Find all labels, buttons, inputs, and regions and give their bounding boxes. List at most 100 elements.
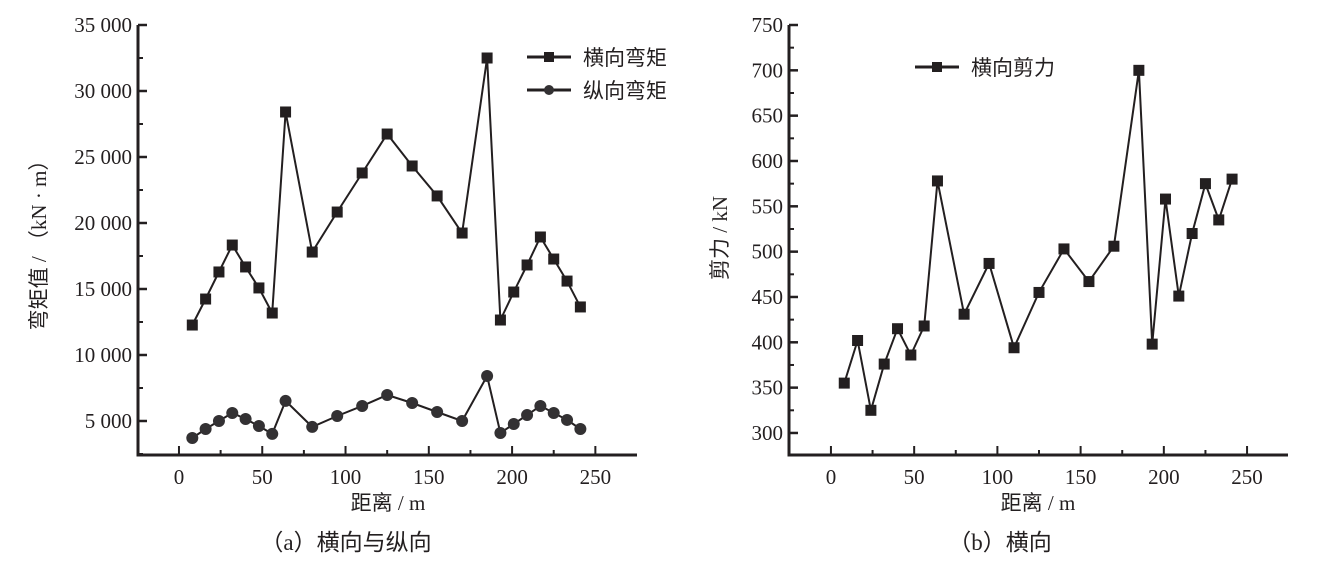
data-point-square — [521, 259, 533, 271]
y-tick-label: 300 — [752, 421, 784, 445]
data-point-square — [838, 377, 850, 389]
y-tick-label: 35 000 — [74, 13, 132, 37]
x-tick-label: 50 — [252, 465, 273, 489]
data-point-circle — [266, 427, 279, 440]
data-point-circle — [331, 409, 344, 422]
data-point-circle — [356, 399, 369, 412]
data-point-square — [958, 308, 970, 320]
data-point-square — [1033, 286, 1045, 298]
data-point-square — [431, 190, 443, 202]
data-point-circle — [456, 414, 469, 427]
data-point-circle — [494, 427, 507, 440]
data-point-square — [331, 206, 343, 218]
y-tick-label: 500 — [752, 240, 784, 264]
x-tick-label: 150 — [413, 465, 445, 489]
y-tick-label: 15 000 — [74, 277, 132, 301]
data-point-circle — [186, 432, 199, 445]
chart-b-legend: 横向剪力 — [915, 56, 1055, 80]
chart-b-axes: 300 350 400 450 500 550 600 650 700 750 0 50 100 150 2… — [752, 13, 1288, 489]
data-point-circle — [431, 406, 444, 419]
legend-label: 横向弯矩 — [583, 46, 667, 70]
y-tick-label: 750 — [752, 13, 784, 37]
y-tick-label: 10 000 — [74, 343, 132, 367]
y-tick-label: 700 — [752, 58, 784, 82]
chart-a-x-axis-title: 距离 / m — [351, 491, 426, 515]
data-point-circle — [212, 414, 225, 427]
chart-b-y-axis-title: 剪力 / kN — [708, 196, 732, 280]
y-tick-label: 650 — [752, 104, 784, 128]
legend-square-icon — [932, 62, 942, 72]
chart-b-series — [838, 64, 1238, 416]
data-point-square — [456, 227, 468, 239]
data-point-square — [200, 293, 212, 305]
x-tick-label: 0 — [826, 465, 837, 489]
x-tick-label: 100 — [982, 465, 1014, 489]
series-1 — [186, 52, 586, 331]
data-point-square — [1213, 214, 1225, 226]
x-tick-label: 250 — [580, 465, 612, 489]
data-point-square — [186, 319, 198, 331]
x-tick-label: 50 — [904, 465, 925, 489]
data-point-circle — [279, 394, 292, 407]
data-point-circle — [406, 397, 419, 410]
data-point-square — [213, 266, 225, 278]
chart-b-caption: （b）横向 — [948, 530, 1052, 555]
data-point-square — [266, 307, 278, 319]
chart-b-shear-force: 300 350 400 450 500 550 600 650 700 750 0 50 100 150 2… — [708, 13, 1288, 555]
data-point-square — [1173, 290, 1185, 302]
data-point-circle — [381, 388, 394, 401]
data-point-square — [306, 246, 318, 258]
data-point-circle — [521, 409, 534, 422]
data-point-square — [481, 52, 493, 64]
chart-a-series — [186, 52, 587, 445]
data-point-square — [892, 323, 904, 335]
data-point-circle — [239, 413, 252, 426]
data-point-square — [356, 167, 368, 179]
data-point-square — [905, 349, 917, 361]
y-tick-label: 350 — [752, 376, 784, 400]
legend-square-icon — [544, 52, 554, 62]
data-point-circle — [534, 399, 547, 412]
y-tick-label: 600 — [752, 149, 784, 173]
y-tick-label: 30 000 — [74, 79, 132, 103]
data-point-square — [280, 106, 292, 118]
chart-a-axes: 5 000 10 000 15 000 20 000 25 000 30 000 35 00… — [74, 13, 637, 489]
data-point-square — [852, 334, 864, 346]
data-point-square — [1058, 243, 1070, 255]
data-point-square — [931, 175, 943, 187]
data-point-square — [1108, 240, 1120, 252]
y-tick-label: 25 000 — [74, 145, 132, 169]
data-point-square — [1159, 193, 1171, 205]
series-line — [191, 373, 581, 439]
y-tick-label: 20 000 — [74, 211, 132, 235]
legend-circle-icon — [544, 85, 554, 95]
chart-a-bending-moment: 5 000 10 000 15 000 20 000 25 000 30 000 35 00… — [27, 13, 667, 555]
y-tick-label: 450 — [752, 285, 784, 309]
data-point-square — [1226, 173, 1238, 185]
data-point-circle — [561, 413, 574, 426]
y-tick-label: 550 — [752, 194, 784, 218]
data-point-circle — [252, 420, 265, 433]
data-point-square — [1199, 178, 1211, 190]
data-point-square — [406, 160, 418, 172]
chart-b-x-axis-title: 距离 / m — [1001, 491, 1076, 515]
data-point-square — [534, 231, 546, 243]
data-point-square — [918, 320, 930, 332]
x-tick-label: 150 — [1065, 465, 1097, 489]
data-point-square — [1186, 228, 1198, 240]
data-point-square — [1008, 342, 1020, 354]
data-point-square — [253, 282, 265, 294]
x-tick-label: 0 — [174, 465, 185, 489]
series-1 — [838, 64, 1238, 416]
chart-a-y-axis-title: 弯矩值 / （kN · m） — [27, 150, 51, 331]
data-point-circle — [226, 406, 239, 419]
x-tick-label: 250 — [1231, 465, 1263, 489]
data-point-square — [240, 261, 252, 273]
x-tick-label: 200 — [496, 465, 528, 489]
data-point-square — [865, 404, 877, 416]
legend-label: 纵向弯矩 — [583, 79, 667, 103]
data-point-square — [548, 253, 560, 265]
data-point-square — [574, 301, 586, 313]
